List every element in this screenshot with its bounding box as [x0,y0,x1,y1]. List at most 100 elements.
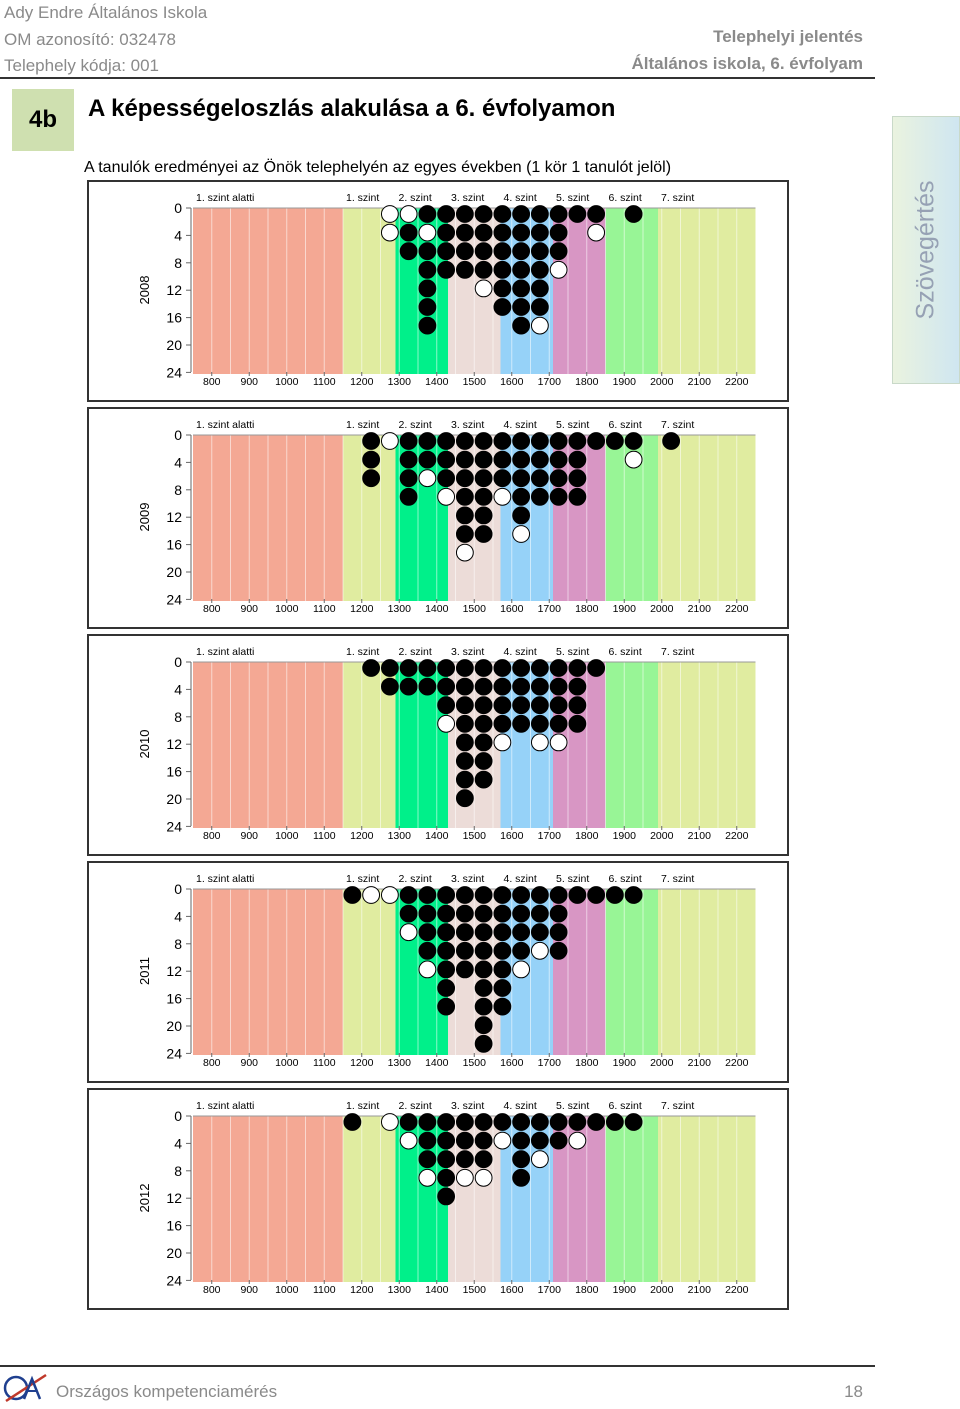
level-label: 2. szint [399,873,432,885]
level-label: 3. szint [451,1100,484,1112]
student-dot-filled [494,470,511,487]
x-tick-label: 1300 [388,830,412,842]
student-dot-open [400,924,417,941]
y-tick-label: 12 [166,509,182,525]
level-label: 4. szint [504,646,537,658]
student-dot-filled [588,1114,605,1131]
year-label: 2011 [137,957,152,985]
student-dot-filled [438,1132,455,1149]
student-dot-filled [438,261,455,278]
student-dot-open [456,544,473,561]
y-tick-label: 20 [166,337,182,353]
student-dot-filled [456,224,473,241]
student-dot-filled [363,451,380,468]
student-dot-open [400,1132,417,1149]
x-tick-label: 2000 [650,1057,674,1069]
student-dot-filled [419,299,436,316]
student-dot-filled [494,678,511,695]
student-dot-filled [475,697,492,714]
y-tick-label: 24 [166,1045,182,1061]
student-dot-filled [494,660,511,677]
student-dot-filled [438,998,455,1015]
x-tick-label: 1400 [425,376,449,388]
student-dot-filled [625,433,642,450]
student-dot-filled [531,1114,548,1131]
student-dot-open [531,942,548,959]
student-dot-filled [513,678,530,695]
student-dot-filled [475,660,492,677]
student-dot-filled [531,243,548,260]
student-dot-filled [569,451,586,468]
level-label: 6. szint [609,1100,642,1112]
student-dot-open [494,734,511,751]
level-label: 3. szint [451,419,484,431]
y-tick-label: 24 [166,1272,182,1288]
student-dot-open [419,1169,436,1186]
student-dot-filled [456,488,473,505]
x-tick-label: 2100 [688,830,712,842]
student-dot-open [531,734,548,751]
level-label: 2. szint [399,646,432,658]
student-dot-filled [531,261,548,278]
student-dot-filled [663,433,680,450]
student-dot-filled [531,470,548,487]
student-dot-filled [400,243,417,260]
y-tick-label: 4 [174,454,182,470]
student-dot-filled [531,697,548,714]
x-tick-label: 1600 [500,1284,524,1296]
x-tick-label: 1800 [575,376,599,388]
x-tick-label: 1800 [575,603,599,615]
student-dot-filled [456,470,473,487]
y-tick-label: 4 [174,681,182,697]
report-type: Telephelyi jelentés [632,24,863,51]
year-label: 2009 [137,503,152,532]
student-dot-filled [475,715,492,732]
level-label: 1. szint [346,873,379,885]
student-dot-filled [513,488,530,505]
student-dot-filled [381,678,398,695]
student-dot-filled [419,261,436,278]
student-dot-open [381,1114,398,1131]
student-dot-filled [494,697,511,714]
student-dot-filled [569,660,586,677]
x-tick-label: 2100 [688,1057,712,1069]
chart-svg: 0 4 8 12 16 20 24 2010 1. szint alatti 1. szint 2.… [89,636,787,854]
x-tick-label: 1600 [500,830,524,842]
student-dot-filled [475,1114,492,1131]
x-tick-label: 2200 [725,830,749,842]
level-label: 7. szint [661,873,694,885]
student-dot-open [513,961,530,978]
y-tick-label: 8 [174,936,182,952]
student-dot-filled [550,942,567,959]
student-dot-filled [456,206,473,223]
student-dot-filled [494,280,511,297]
student-dot-filled [494,261,511,278]
level-band [606,1116,659,1282]
student-dot-filled [513,1151,530,1168]
level-label: 1. szint alatti [196,192,254,204]
student-dot-filled [456,771,473,788]
student-dot-open [456,1169,473,1186]
side-tab[interactable]: Szövegértés [892,116,960,384]
student-dot-filled [494,961,511,978]
student-dot-filled [513,905,530,922]
student-dot-filled [456,243,473,260]
x-tick-label: 1700 [538,1057,562,1069]
student-dot-filled [400,887,417,904]
student-dot-filled [419,280,436,297]
level-label: 6. szint [609,419,642,431]
student-dot-filled [588,433,605,450]
x-tick-label: 1600 [500,603,524,615]
student-dot-filled [456,451,473,468]
x-tick-label: 900 [240,603,258,615]
student-dot-filled [569,678,586,695]
student-dot-open [381,224,398,241]
x-tick-label: 1900 [613,376,637,388]
student-dot-filled [475,942,492,959]
student-dot-filled [550,660,567,677]
level-label: 1. szint [346,1100,379,1112]
level-label: 1. szint [346,646,379,658]
level-band [606,662,659,828]
level-band [658,662,756,828]
x-tick-label: 1200 [350,830,374,842]
